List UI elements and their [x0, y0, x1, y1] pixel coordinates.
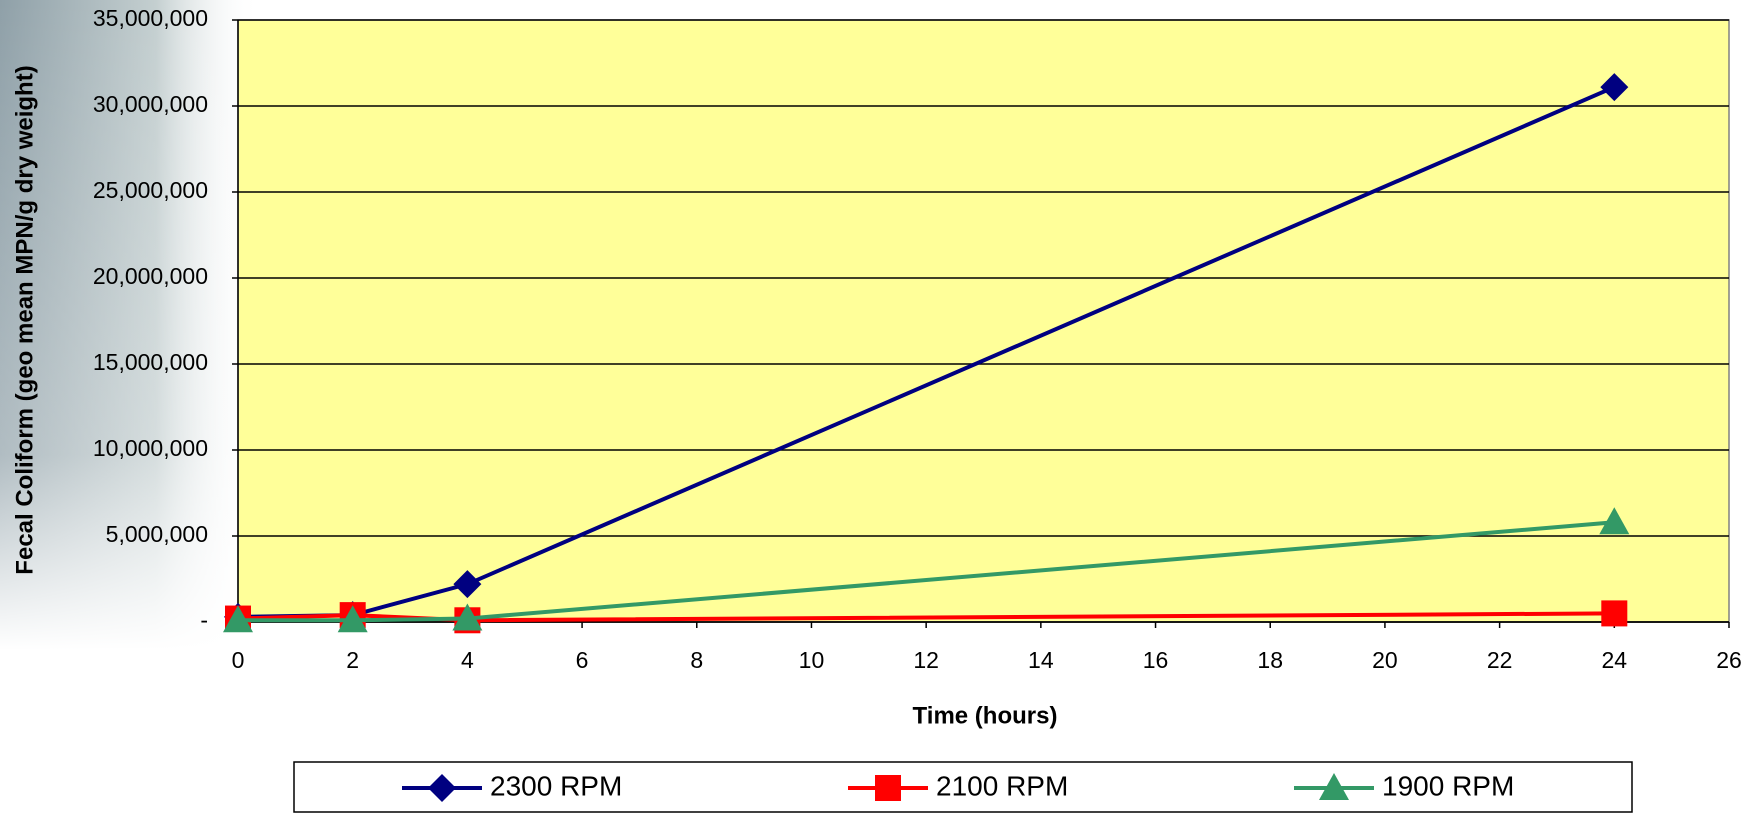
legend-marker — [1319, 773, 1349, 800]
legend-box — [293, 761, 1633, 813]
y-tick-label: 10,000,000 — [93, 435, 208, 461]
x-tick-label: 24 — [1602, 647, 1628, 673]
x-tick-label: 0 — [232, 647, 245, 673]
series-line — [238, 520, 1615, 623]
legend-label: 2100 RPM — [936, 770, 1068, 801]
legend-marker — [875, 775, 901, 801]
marker — [1600, 73, 1629, 102]
legend-marker — [428, 774, 456, 802]
x-tick-label: 16 — [1143, 647, 1169, 673]
x-tick-label: 26 — [1716, 647, 1742, 673]
x-tick-label: 18 — [1257, 647, 1283, 673]
y-tick-label: 20,000,000 — [93, 263, 208, 289]
x-tick-label: 22 — [1487, 647, 1513, 673]
y-tick-label: 5,000,000 — [106, 521, 208, 547]
x-tick-label: 10 — [799, 647, 825, 673]
y-tick-label: 15,000,000 — [93, 349, 208, 375]
marker — [223, 605, 253, 633]
y-tick-label: 35,000,000 — [93, 5, 208, 31]
x-tick-label: 2 — [346, 647, 359, 673]
y-axis-title: Fecal Coliform (geo mean MPN/g dry weigh… — [11, 65, 38, 574]
x-tick-label: 12 — [913, 647, 939, 673]
x-tick-label: 14 — [1028, 647, 1054, 673]
marker — [453, 570, 482, 599]
x-tick-label: 8 — [690, 647, 703, 673]
legend-label: 2300 RPM — [490, 770, 622, 801]
marker — [1599, 507, 1630, 535]
y-tick-label: - — [200, 607, 208, 633]
x-tick-label: 4 — [461, 647, 474, 673]
legend-label: 1900 RPM — [1382, 770, 1514, 801]
marker — [337, 605, 368, 633]
background-fade — [0, 0, 260, 650]
y-tick-label: 30,000,000 — [93, 91, 208, 117]
x-axis-title: Time (hours) — [913, 702, 1058, 729]
y-tick-label: 25,000,000 — [93, 177, 208, 203]
plot-area — [237, 19, 1730, 623]
marker — [452, 603, 483, 631]
x-tick-label: 6 — [576, 647, 589, 673]
x-tick-label: 20 — [1372, 647, 1398, 673]
marker — [1601, 600, 1628, 627]
